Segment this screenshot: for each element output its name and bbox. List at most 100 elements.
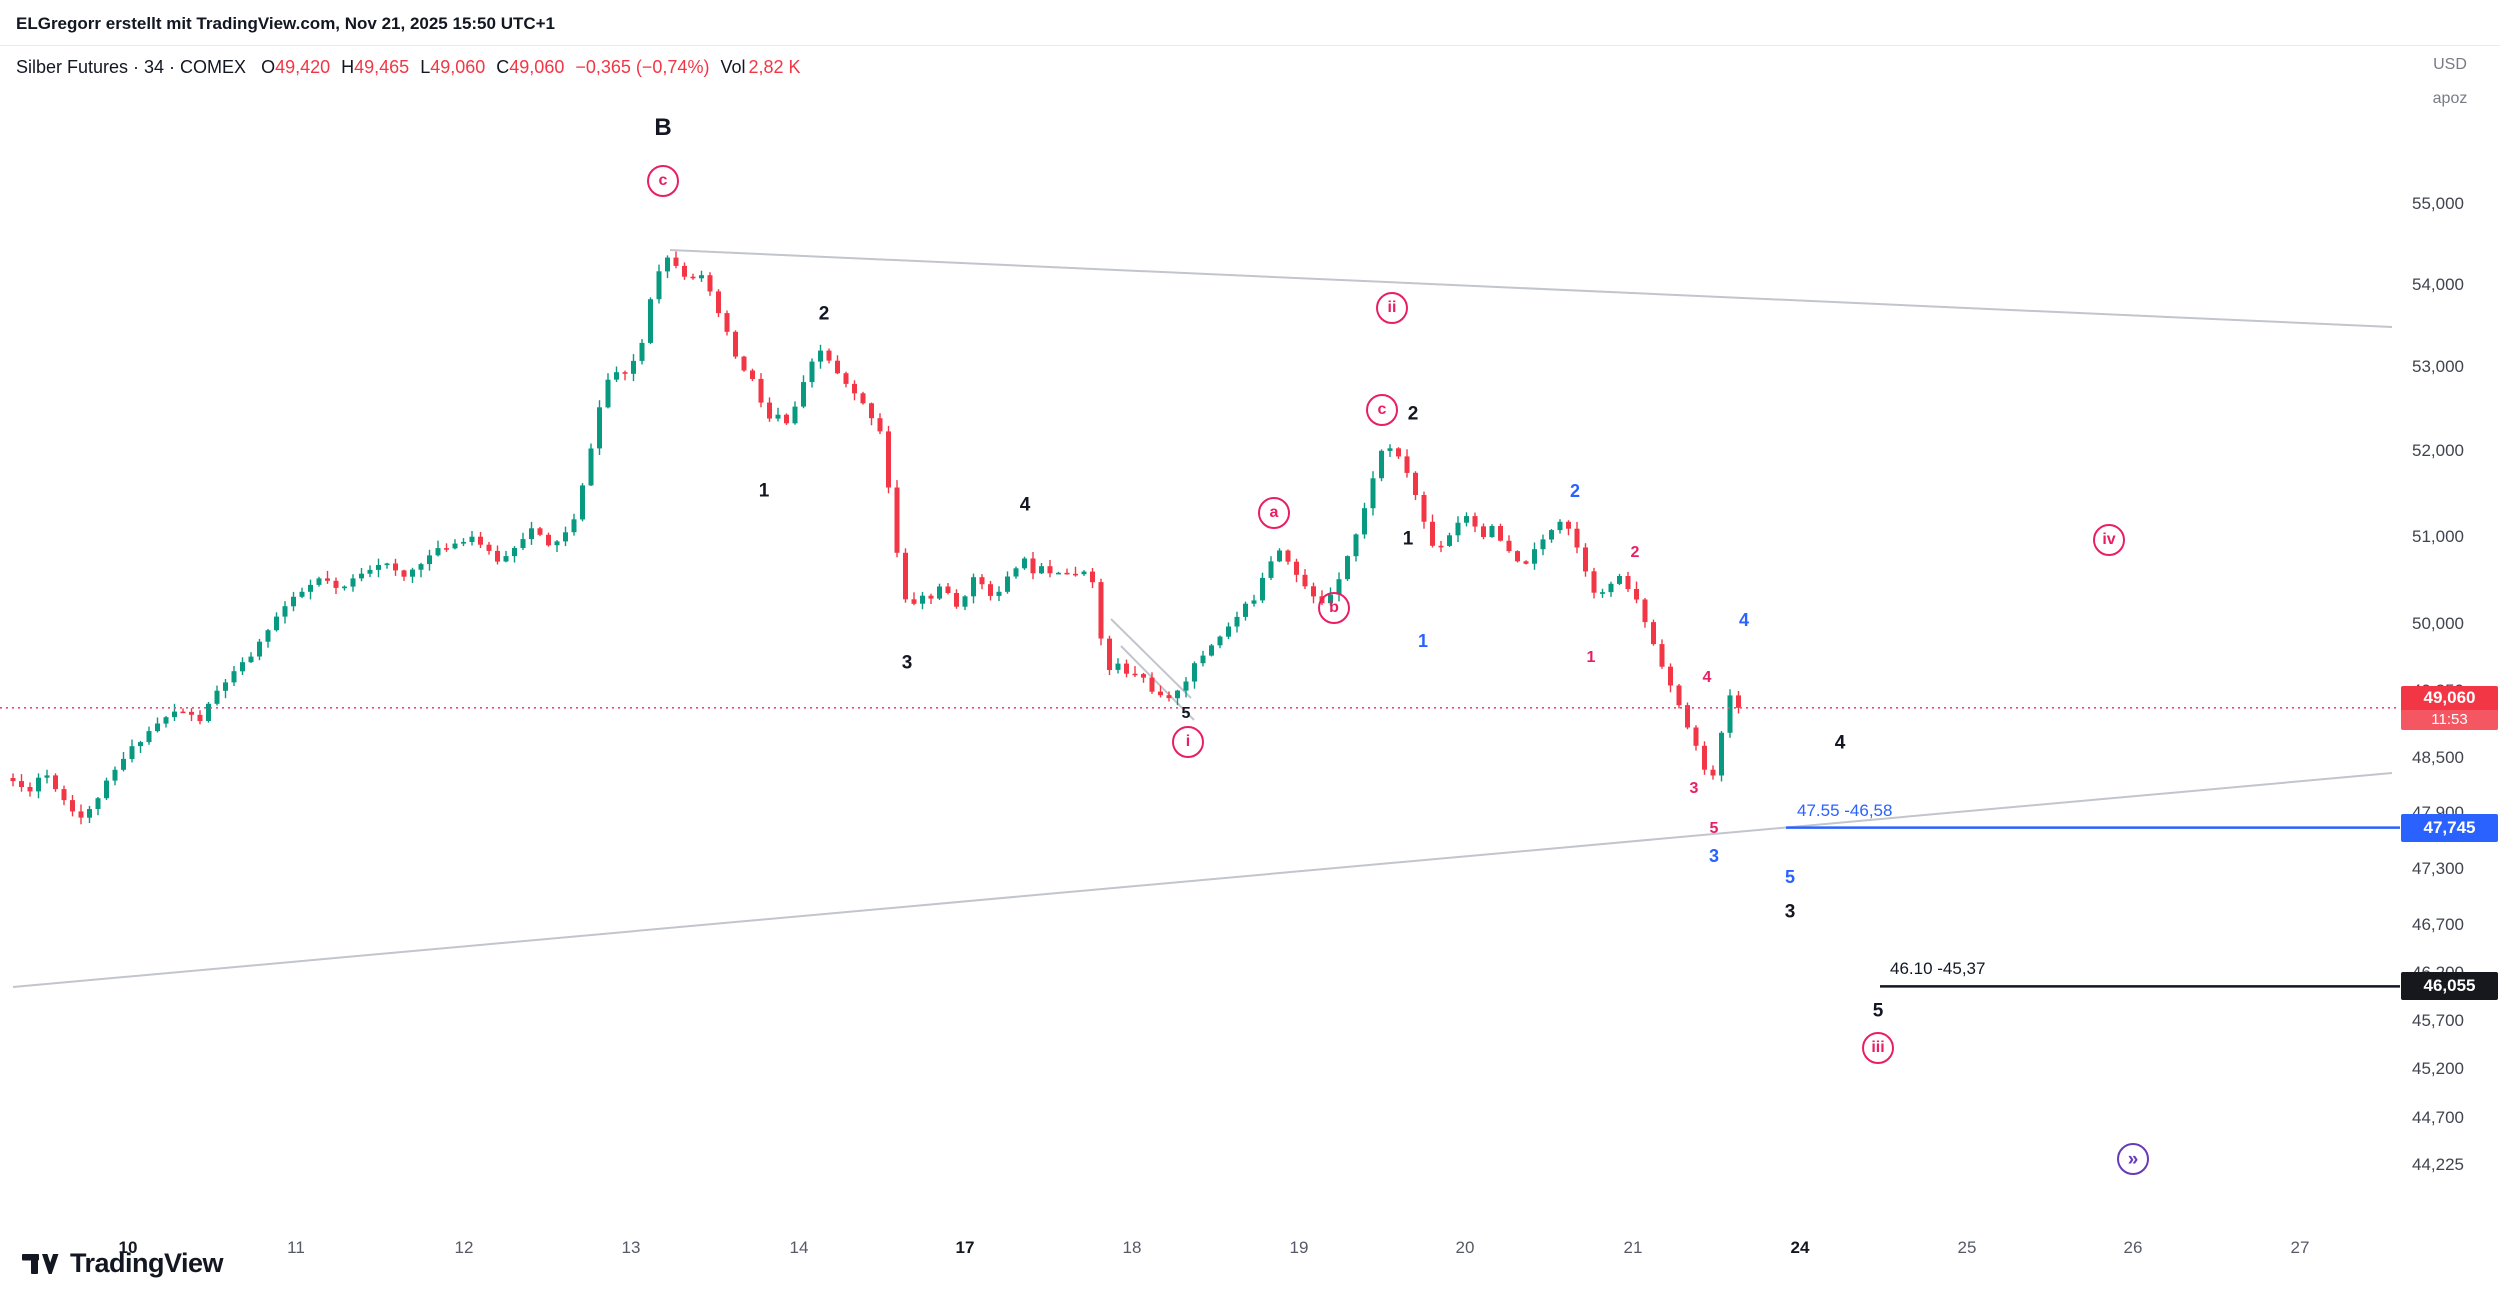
candle xyxy=(945,583,951,595)
candle xyxy=(393,558,398,576)
candle xyxy=(1608,581,1614,597)
candle xyxy=(979,574,985,590)
candle xyxy=(1149,672,1155,694)
candle xyxy=(70,795,75,817)
candle xyxy=(520,532,526,550)
candle xyxy=(274,612,279,632)
candle xyxy=(503,550,509,563)
volume-value: 2,82 K xyxy=(748,57,801,77)
candle xyxy=(690,273,696,280)
candle xyxy=(852,380,857,401)
candle xyxy=(1379,449,1384,482)
candle xyxy=(826,348,832,364)
candle xyxy=(1566,520,1571,536)
candle xyxy=(1362,502,1367,539)
candle xyxy=(87,805,92,823)
candle xyxy=(1370,471,1376,516)
candle xyxy=(163,716,169,728)
tradingview-logo-icon[interactable] xyxy=(22,1249,60,1279)
candle xyxy=(1634,581,1639,604)
candle xyxy=(1719,731,1724,782)
candle xyxy=(1311,582,1316,604)
candle xyxy=(911,592,917,606)
candle xyxy=(1183,677,1189,698)
ohlc-L: L49,060 xyxy=(420,57,486,77)
candle xyxy=(758,373,764,408)
ohlc-H: H49,465 xyxy=(341,57,410,77)
candle xyxy=(138,740,143,753)
candle xyxy=(53,773,58,792)
candle xyxy=(44,769,50,784)
symbol-info-bar[interactable]: Silber Futures · 34 · COMEX O49,420 H49,4… xyxy=(16,57,801,78)
candle xyxy=(1693,725,1699,751)
tradingview-wordmark[interactable]: TradingView xyxy=(70,1248,224,1278)
candle xyxy=(308,579,313,600)
candle xyxy=(1617,573,1622,586)
candle xyxy=(1387,444,1393,457)
candle xyxy=(512,546,517,563)
candle xyxy=(1251,594,1257,607)
candle xyxy=(1736,691,1741,714)
ohlc-O: O49,420 xyxy=(261,57,331,77)
candle xyxy=(1277,548,1282,563)
candle xyxy=(1268,556,1274,580)
candle xyxy=(189,708,194,722)
candle xyxy=(767,397,772,422)
candle xyxy=(104,777,109,800)
candle xyxy=(1455,516,1461,543)
candle xyxy=(580,483,585,522)
candle xyxy=(1192,661,1197,689)
candle xyxy=(1030,552,1036,580)
candle xyxy=(554,540,560,552)
candle xyxy=(299,587,305,599)
candle xyxy=(1064,568,1070,575)
candle xyxy=(920,591,925,610)
candle xyxy=(1047,560,1053,578)
ohlc-C: C49,060 xyxy=(496,57,565,77)
candle xyxy=(1132,666,1138,677)
candle xyxy=(10,773,16,787)
candle xyxy=(750,368,755,381)
candle xyxy=(469,531,475,546)
candle xyxy=(214,685,220,706)
candle xyxy=(622,370,628,381)
candle xyxy=(1328,587,1333,606)
candle xyxy=(631,354,636,382)
candle xyxy=(665,255,670,279)
candle xyxy=(1175,689,1180,706)
candle xyxy=(1549,529,1554,543)
candle xyxy=(248,652,254,663)
candle xyxy=(240,657,245,675)
candle xyxy=(1200,650,1206,667)
candle xyxy=(1727,689,1733,738)
candle xyxy=(1217,635,1223,649)
ohlc-values: O49,420 H49,465 L49,060 C49,060 xyxy=(261,57,564,78)
candle xyxy=(1302,569,1308,589)
candle xyxy=(1022,556,1027,570)
candle xyxy=(78,804,84,825)
candle xyxy=(1702,741,1707,775)
candle xyxy=(954,589,959,609)
candle xyxy=(733,330,738,359)
candle xyxy=(988,580,993,601)
candle xyxy=(639,339,645,365)
symbol-title[interactable]: Silber Futures · 34 · COMEX xyxy=(16,57,247,77)
candle xyxy=(1472,512,1478,533)
candle xyxy=(546,532,551,547)
candle xyxy=(1294,558,1299,583)
candle xyxy=(461,538,466,547)
candle xyxy=(418,562,424,578)
candle xyxy=(95,797,101,816)
candle xyxy=(699,270,704,282)
candle xyxy=(971,573,976,604)
candle xyxy=(673,251,679,269)
candle xyxy=(206,702,211,723)
candle xyxy=(146,726,152,745)
candle xyxy=(486,541,492,555)
candle xyxy=(614,366,619,382)
candle xyxy=(410,567,415,583)
candle xyxy=(478,531,483,548)
candle xyxy=(1583,543,1588,577)
candle xyxy=(1124,659,1129,678)
